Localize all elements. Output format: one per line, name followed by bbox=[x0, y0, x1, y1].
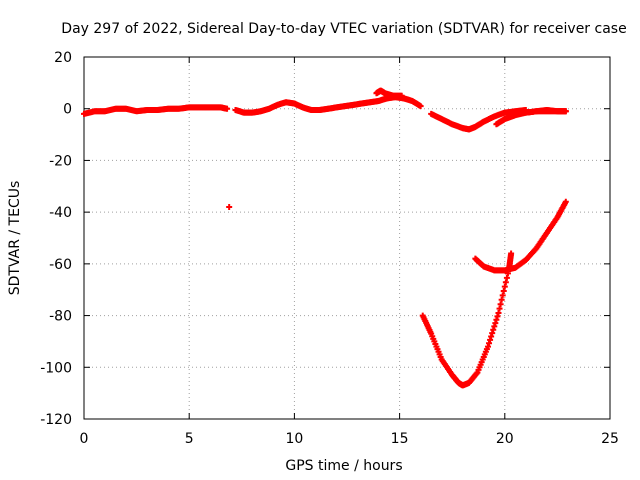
y-axis-label: SDTVAR / TECUs bbox=[7, 181, 23, 296]
x-tick-label: 0 bbox=[80, 431, 89, 447]
data-point-mid-day bbox=[417, 103, 424, 110]
x-tick-label: 25 bbox=[601, 431, 619, 447]
data-point-deep-u bbox=[499, 292, 506, 299]
data-point-deep-u bbox=[497, 301, 504, 308]
data-point-deep-u bbox=[492, 320, 499, 327]
tick-layer: 20 0 -20 -40 -60 -80 -100 -120 0 5 10 15 20 25 bbox=[40, 50, 619, 447]
data-point-deep-u bbox=[502, 279, 509, 286]
y-tick-label: -80 bbox=[49, 309, 72, 325]
data-point-mid-day-bumps bbox=[398, 92, 405, 99]
data-point-evening-flat bbox=[562, 108, 569, 115]
chart-title: Day 297 of 2022, Sidereal Day-to-day VTE… bbox=[61, 21, 626, 37]
x-tick-label: 20 bbox=[496, 431, 514, 447]
x-tick-label: 15 bbox=[391, 431, 409, 447]
data-point-deep-u bbox=[489, 330, 496, 337]
data-point-deep-u bbox=[491, 323, 498, 330]
y-tick-label: 0 bbox=[63, 102, 72, 118]
data-point-deep-u bbox=[484, 343, 491, 350]
data-point-deep-u bbox=[498, 296, 505, 303]
y-tick-label: -120 bbox=[40, 412, 72, 428]
data-point-deep-u bbox=[501, 283, 508, 290]
data-point-late-arc bbox=[562, 198, 569, 205]
data-point-outlier bbox=[226, 203, 233, 210]
data-point-deep-u bbox=[493, 316, 500, 323]
data-point-deep-u bbox=[496, 305, 503, 312]
x-tick-label: 10 bbox=[285, 431, 303, 447]
y-tick-label: -60 bbox=[49, 257, 72, 273]
data-point-deep-u bbox=[500, 288, 507, 295]
y-tick-label: -40 bbox=[49, 205, 72, 221]
data-point-deep-u bbox=[488, 333, 495, 340]
data-point-deep-u bbox=[503, 274, 510, 281]
data-point-deep-u bbox=[508, 250, 515, 257]
data-layer bbox=[81, 87, 569, 389]
y-tick-label: 20 bbox=[54, 50, 72, 66]
x-tick-label: 5 bbox=[185, 431, 194, 447]
data-point-deep-u bbox=[487, 336, 494, 343]
x-axis-label: GPS time / hours bbox=[285, 458, 402, 474]
data-point-deep-u bbox=[486, 340, 493, 347]
data-point-baseline bbox=[224, 105, 231, 112]
y-tick-label: -100 bbox=[40, 360, 72, 376]
y-tick-label: -20 bbox=[49, 153, 72, 169]
plot-frame bbox=[83, 56, 611, 420]
data-point-deep-u bbox=[495, 309, 502, 316]
data-point-deep-u bbox=[490, 326, 497, 333]
data-point-deep-u bbox=[494, 313, 501, 320]
